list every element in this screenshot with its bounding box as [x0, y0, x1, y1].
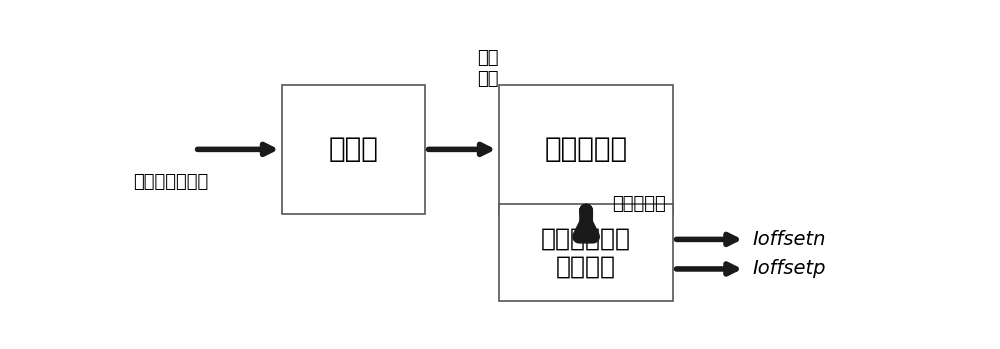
- Text: 均衡放大器输出: 均衡放大器输出: [133, 173, 208, 191]
- Text: 判决器: 判决器: [329, 135, 379, 163]
- Text: 移位
信号: 移位 信号: [477, 49, 498, 88]
- Text: 数字控制码: 数字控制码: [612, 195, 665, 214]
- Text: Ioffsetn: Ioffsetn: [753, 230, 826, 249]
- Text: 数字寄存器: 数字寄存器: [545, 135, 628, 163]
- Bar: [282, 85, 425, 214]
- Text: Ioffsetp: Ioffsetp: [753, 259, 826, 279]
- Bar: [499, 85, 673, 214]
- Text: 互补电流型数
模转换器: 互补电流型数 模转换器: [541, 227, 631, 279]
- Bar: [499, 205, 673, 301]
